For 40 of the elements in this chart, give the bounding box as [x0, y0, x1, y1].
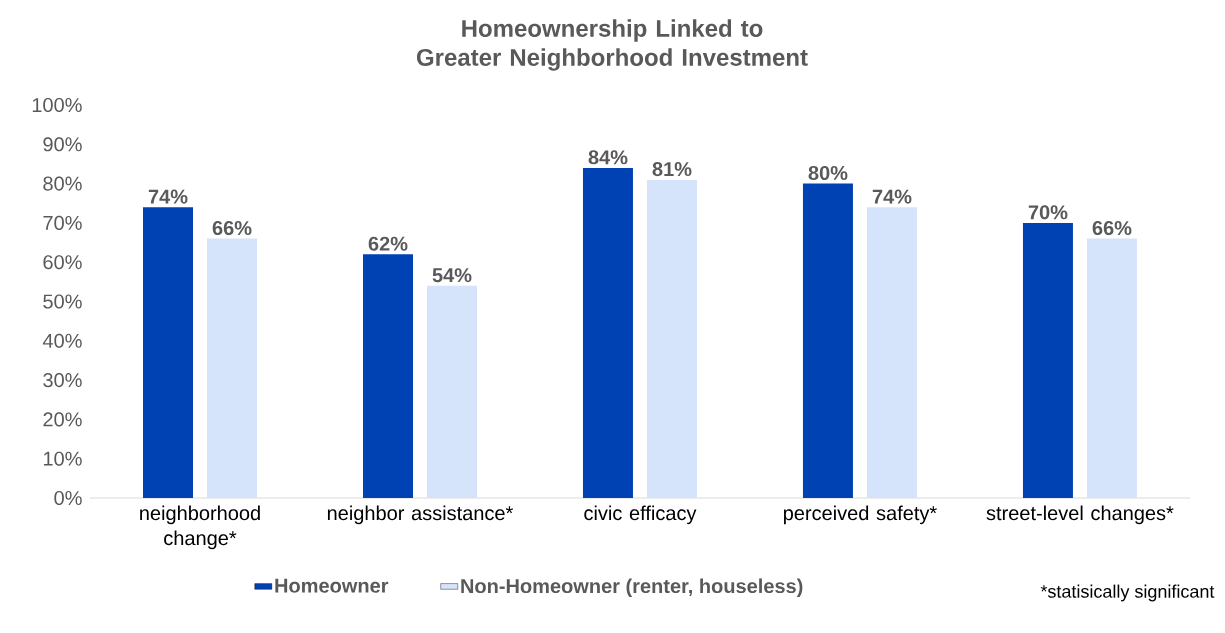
bar	[646, 179, 697, 498]
y-tick-label: 30%	[43, 373, 82, 388]
x-tick-label: street-level changes*	[986, 505, 1174, 525]
data-label: 62%	[368, 236, 408, 251]
bar	[866, 207, 917, 498]
bar	[362, 254, 413, 498]
bar	[426, 285, 477, 498]
y-tick-label: 60%	[43, 255, 82, 270]
data-label: 66%	[212, 220, 252, 236]
x-tick-label: neighborhood change*	[140, 505, 260, 550]
bar	[1022, 222, 1073, 498]
y-tick-label: 90%	[43, 137, 82, 152]
data-label: 81%	[652, 161, 692, 177]
y-tick-label: 80%	[43, 176, 82, 191]
data-label: 74%	[872, 189, 912, 204]
data-label: 66%	[1092, 220, 1132, 236]
y-tick-label: 0%	[54, 490, 82, 506]
bar	[1086, 238, 1137, 498]
y-tick-label: 50%	[43, 294, 82, 309]
x-tick-label: neighbor assistance*	[327, 505, 514, 525]
legend-label: Non-Homeowner (renter, houseless)	[461, 578, 803, 598]
y-tick-label: 70%	[43, 215, 82, 230]
y-tick-label: 40%	[42, 333, 82, 348]
legend-label: Homeowner	[275, 578, 389, 593]
data-label: 70%	[1028, 205, 1068, 220]
chart-title: Homeownership Linked to Greater Neighborhood Investment	[416, 19, 808, 71]
data-label: 80%	[808, 165, 848, 181]
y-tick-label: 20%	[43, 412, 82, 427]
data-label: 54%	[432, 268, 472, 283]
bar	[207, 238, 257, 498]
data-label: 84%	[588, 150, 628, 165]
x-tick-label: civic efficacy	[584, 505, 697, 525]
bar	[143, 207, 193, 498]
y-tick-label: 100%	[32, 97, 82, 113]
y-tick-label: 10%	[43, 451, 82, 466]
text: *statisically significant	[1040, 584, 1215, 602]
bar	[802, 183, 853, 498]
x-tick-label: perceived safety*	[783, 505, 937, 525]
data-label: 74%	[148, 189, 188, 204]
bar	[582, 167, 633, 498]
